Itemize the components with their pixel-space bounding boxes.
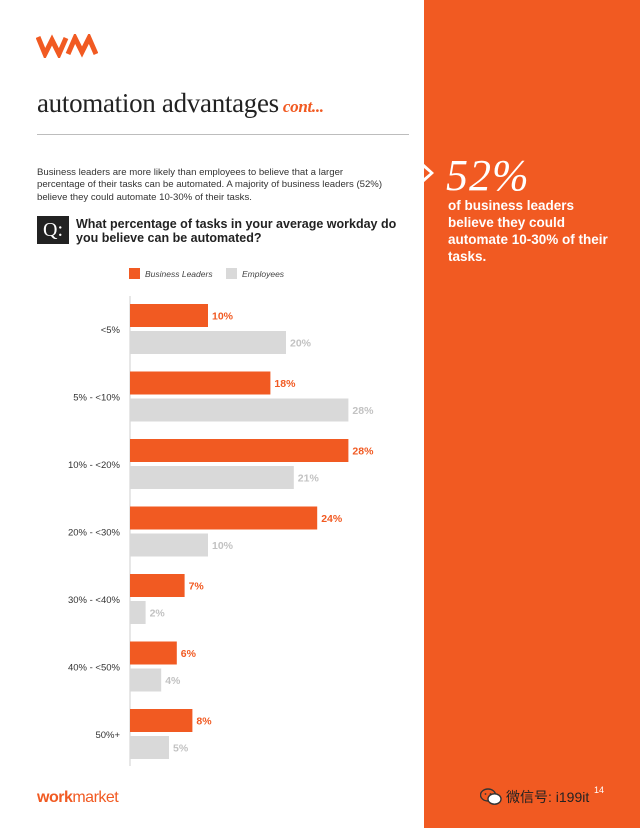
bar-business-leaders — [130, 304, 208, 327]
legend-item-employees: Employees — [226, 268, 284, 279]
question-text: What percentage of tasks in your average… — [76, 217, 397, 245]
bar-chart: <5% 10% 20% 5% - <10% 18% 28% 10% - <20% 28% 21%… — [68, 296, 374, 766]
bar-employees — [130, 668, 162, 692]
legend-item-business-leaders: Business Leaders — [129, 268, 213, 279]
data-label-employees: 28% — [352, 405, 374, 417]
bar-employees — [130, 466, 294, 489]
brand-market: market — [72, 789, 119, 806]
bar-employees — [130, 398, 349, 422]
sidebar-big-stat: 52% — [446, 151, 530, 200]
data-label-employees: 10% — [212, 540, 234, 552]
stat-sidebar — [423, 0, 640, 828]
brand-work: work — [37, 789, 73, 806]
callout-arrow-inner — [424, 168, 430, 178]
legend-label-employees: Employees — [242, 268, 285, 279]
bar-business-leaders — [130, 641, 177, 665]
bar-employees — [130, 533, 208, 557]
legend-label-business-leaders: Business Leaders — [145, 268, 213, 279]
intro-paragraph: Business leaders are more likely than em… — [37, 166, 383, 203]
legend-swatch-employees — [226, 268, 237, 279]
wm-logo-icon — [36, 34, 98, 58]
bar-business-leaders — [130, 506, 318, 530]
data-label-employees: 5% — [173, 743, 189, 755]
bar-employees — [130, 601, 146, 624]
bar-business-leaders — [130, 709, 193, 732]
wechat-watermark: 微信号: i199it — [480, 787, 589, 807]
data-label-business-leaders: 6% — [181, 648, 197, 660]
data-label-business-leaders: 18% — [274, 378, 296, 390]
category-label: 30% - <40% — [68, 595, 121, 606]
data-label-employees: 20% — [290, 338, 312, 350]
category-label: 40% - <50% — [68, 663, 121, 674]
data-label-business-leaders: 24% — [321, 513, 343, 525]
question-badge: Q: — [37, 216, 69, 244]
title-divider — [37, 134, 409, 135]
category-label: 10% - <20% — [68, 460, 121, 471]
wechat-icon — [480, 788, 502, 805]
section-title: automation advantages cont... — [37, 88, 324, 119]
category-label: <5% — [101, 325, 121, 336]
data-label-business-leaders: 28% — [352, 446, 374, 458]
category-label: 20% - <30% — [68, 528, 121, 539]
sidebar-stat-text: of business leaders believe they could a… — [448, 198, 608, 264]
category-label: 50%+ — [95, 730, 120, 741]
data-label-business-leaders: 8% — [196, 716, 212, 728]
legend-swatch-business-leaders — [129, 268, 140, 279]
bar-business-leaders — [130, 371, 271, 395]
bar-employees — [130, 331, 286, 354]
bar-employees — [130, 736, 169, 759]
page-number: 14 — [594, 785, 605, 795]
data-label-employees: 21% — [298, 473, 320, 485]
section-title-suffix: cont... — [282, 97, 324, 116]
data-label-employees: 4% — [165, 675, 181, 687]
bar-business-leaders — [130, 574, 185, 597]
data-label-business-leaders: 10% — [212, 311, 234, 323]
bar-business-leaders — [130, 439, 349, 462]
watermark-text: 微信号: i199it — [506, 789, 590, 805]
category-label: 5% - <10% — [73, 393, 120, 404]
section-title-text: automation advantages — [37, 88, 279, 118]
data-label-employees: 2% — [150, 608, 166, 620]
data-label-business-leaders: 7% — [189, 581, 205, 593]
workmarket-logo: workmarket — [37, 789, 119, 807]
